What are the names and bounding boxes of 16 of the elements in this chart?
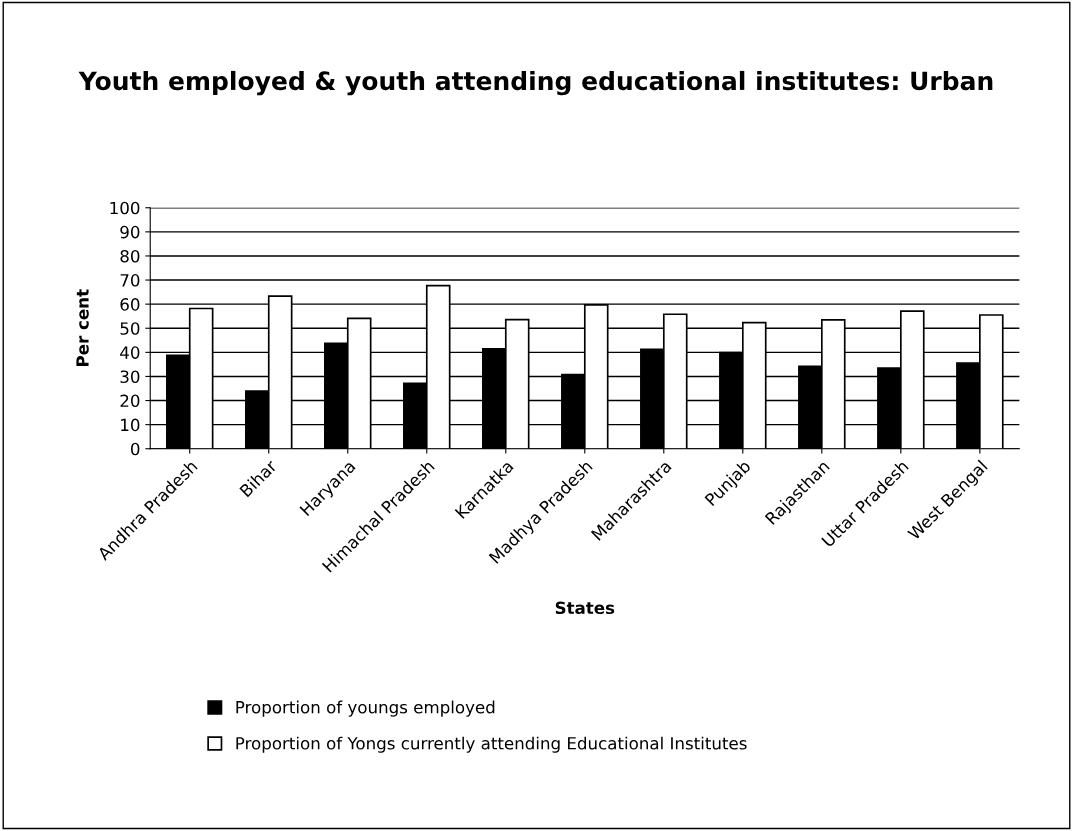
y-tick-label: 30 (120, 370, 140, 384)
y-tick-label: 80 (120, 249, 140, 263)
y-tick-label: 50 (120, 322, 140, 335)
y-tick-label: 100 (110, 201, 140, 215)
x-axis-title: States (555, 601, 615, 615)
chart-title: Youth employed & youth attending educational institutes: Urban (78, 70, 993, 96)
y-tick-label: 0 (130, 442, 140, 456)
y-tick-label: 20 (120, 394, 140, 408)
legend-label: Proportion of youngs employed (236, 700, 495, 717)
y-tick-label: 90 (120, 225, 140, 239)
y-tick-label: 70 (120, 274, 140, 287)
y-tick-label: 40 (120, 346, 140, 359)
y-axis-title: Per cent (76, 289, 89, 366)
y-tick-label: 10 (121, 418, 140, 432)
legend-label: Proportion of Yongs currently attending Educational Institutes (236, 736, 747, 753)
y-tick-label: 60 (120, 298, 140, 311)
